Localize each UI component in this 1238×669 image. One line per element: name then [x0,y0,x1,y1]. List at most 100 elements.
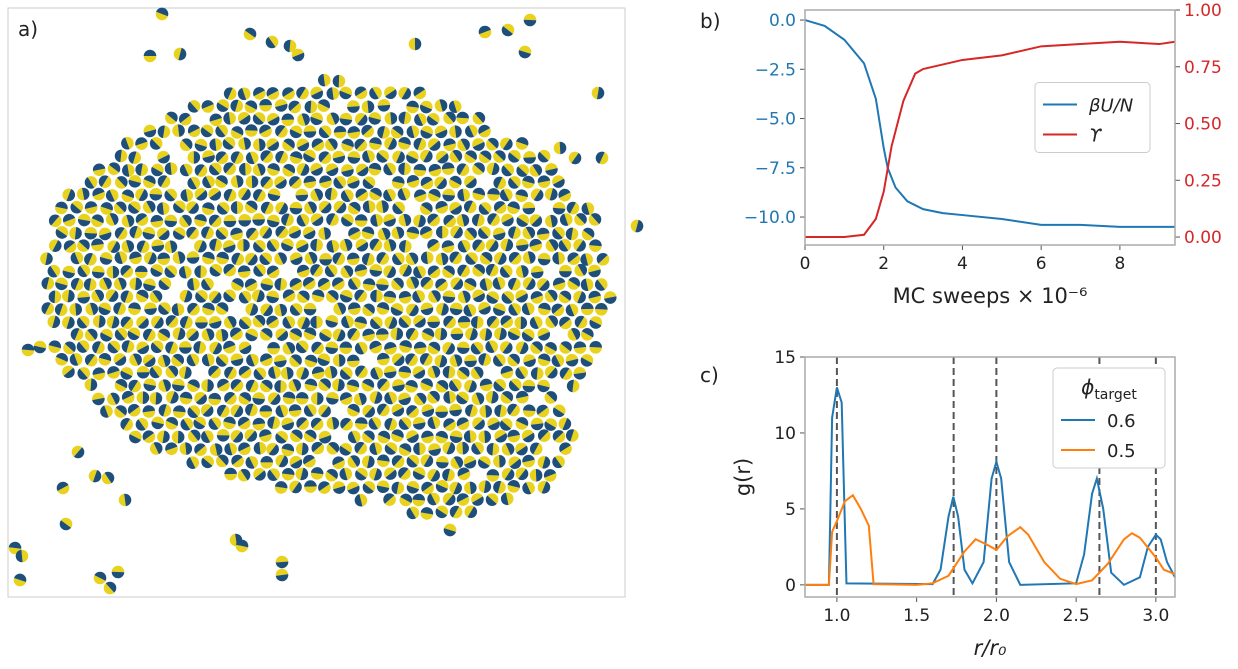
particle-half [252,417,266,425]
particle-half [229,442,237,456]
particle-half [229,533,237,547]
particle-half [310,417,322,429]
particle-half [223,87,233,100]
particle-half [376,200,384,214]
particle-half [153,442,163,455]
particle-half [383,290,397,298]
particle-half [414,113,424,126]
particle-half [449,307,463,316]
particle-half [344,189,354,202]
particle-half [376,485,390,494]
particle-half [162,379,171,392]
particle-half [166,390,175,404]
particle-half [89,278,97,291]
particle-half [128,327,141,337]
particle-half [169,341,178,355]
particle-half [253,368,264,381]
particle-half [57,484,70,495]
legend-label: ϒ [1089,126,1103,147]
particle-half [565,429,575,442]
particle-half [401,87,412,100]
particle-half [377,403,387,416]
particle-half [376,306,389,315]
particle-half [463,455,476,465]
particle-half [537,258,551,266]
particle-half [256,189,266,202]
particle-half [384,467,396,478]
particle-half [275,103,288,112]
particle-half [126,340,135,353]
particle-half [390,327,398,341]
particle-half [282,397,296,405]
particle-half [216,175,228,185]
particle-half [289,201,303,209]
particle-half [281,473,295,481]
particle-half [530,343,542,354]
particle-half [475,392,485,405]
particle-half [65,242,77,253]
legend-title: ϕtarget [1081,375,1137,403]
particle-half [295,392,309,399]
particle-half [499,266,511,278]
particle-half [297,113,306,126]
particle-half [300,467,309,481]
particle-half [487,188,500,195]
particle-half [516,217,529,227]
particle-half [268,188,281,197]
particle-half [522,180,535,189]
particle-half [441,240,455,249]
particle-half [511,278,521,291]
particle-half [442,296,456,304]
particle-half [516,265,524,278]
particle-half [326,112,336,126]
particle-half [388,418,398,431]
particle-half [246,200,258,211]
particle-half [281,119,295,127]
particle-half [267,163,280,172]
particle-half [347,100,360,108]
particle-half [436,480,449,489]
particle-half [272,416,280,430]
particle-half [537,407,550,418]
particle-half [84,177,95,189]
particle-half [492,442,500,456]
particle-half [558,417,568,430]
particle-half [237,111,250,122]
particle-half [363,303,375,314]
particle-half [107,366,120,375]
particle-half [292,52,305,62]
particle-half [266,138,278,149]
particle-half [55,228,68,239]
particle-half [311,90,324,100]
particle-half [340,294,353,303]
particle-half [339,341,353,348]
particle-half [385,89,397,100]
particle-half [443,143,457,152]
particle-half [442,468,450,482]
particle-half [523,358,536,367]
particle-half [312,265,323,277]
particle-half [308,251,318,265]
particle-half [427,469,437,481]
particle-half [109,340,121,352]
particle-half [559,442,571,453]
particle-half [282,391,296,399]
particle-half [583,227,595,238]
particle-half [196,190,208,201]
particle-half [500,370,514,379]
particle-half [443,265,455,276]
particle-half [487,417,500,427]
particle-half [426,251,434,265]
particle-half [317,392,324,405]
particle-half [422,278,434,290]
particle-half [408,252,419,265]
particle-half [290,151,303,160]
particle-half [392,150,402,163]
particle-half [231,330,243,341]
particle-half [492,227,506,236]
particle-half [296,366,305,380]
particle-half [536,367,544,380]
particle-half [216,404,227,417]
particle-half [500,365,513,375]
particle-half [258,138,266,152]
